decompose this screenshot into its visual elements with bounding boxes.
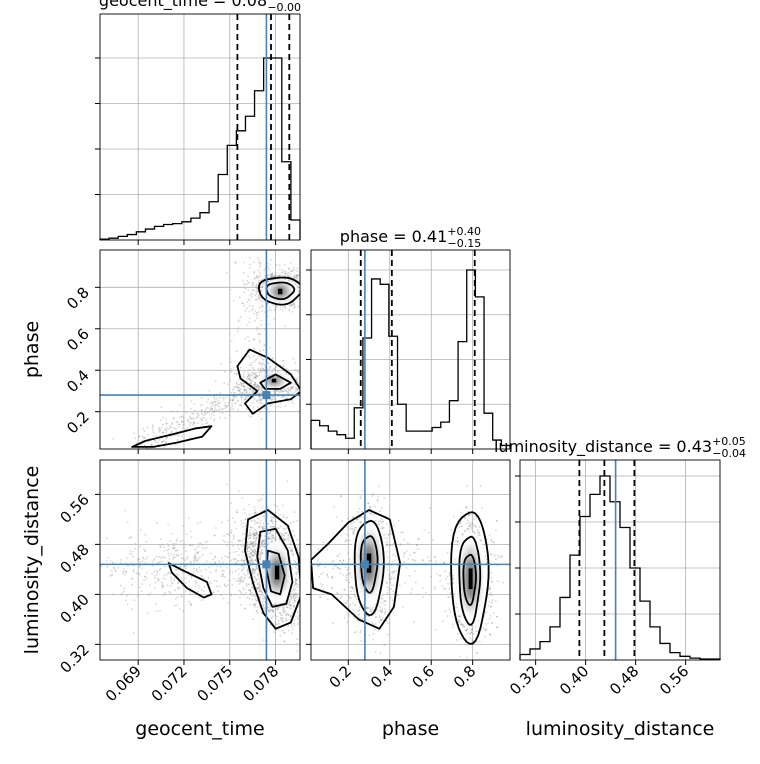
panel-geocent_time-vs-luminosity_distance-content (64, 460, 329, 685)
xlabel-geocent_time: geocent_time (135, 718, 264, 740)
xtick-label-phase-1: 0.4 (367, 662, 397, 692)
ytick-label-luminosity_distance-1: 0.40 (56, 590, 92, 626)
ytick-label-phase-3: 0.8 (63, 283, 93, 313)
panel-geocent_time-vs-luminosity_distance-truth-marker (262, 560, 270, 568)
xlabel-luminosity_distance: luminosity_distance (526, 718, 715, 740)
ytick-label-luminosity_distance-0: 0.32 (56, 640, 92, 676)
panel-phase-vs-luminosity_distance-content (311, 445, 510, 660)
xtick-label-geocent_time-2: 0.075 (193, 662, 236, 705)
panel-geocent_time-vs-luminosity_distance-density-peak-0 (275, 566, 279, 580)
panel-geocent_time-vs-phase-density-peak-0 (278, 289, 282, 294)
title-phase: phase = 0.41+0.40−0.15 (340, 225, 481, 250)
xtick-label-luminosity_distance-1: 0.40 (556, 662, 592, 698)
ytick-label-phase-1: 0.4 (63, 366, 93, 396)
title-geocent_time: geocent_time = 0.08+0.00−0.00 (99, 0, 301, 14)
xtick-label-geocent_time-3: 0.078 (239, 662, 282, 705)
ylabel-luminosity_distance: luminosity_distance (21, 466, 43, 655)
panel-geocent_time-vs-phase-density-peak-1 (272, 379, 276, 383)
xtick-label-luminosity_distance-2: 0.48 (606, 662, 642, 698)
xtick-label-phase-2: 0.6 (408, 662, 438, 692)
ytick-label-luminosity_distance-3: 0.56 (56, 490, 92, 526)
xtick-label-geocent_time-0: 0.069 (102, 662, 145, 705)
xtick-label-luminosity_distance-0: 0.32 (506, 662, 542, 698)
ytick-label-phase-2: 0.6 (63, 325, 93, 355)
panel-geocent_time-vs-phase-content (100, 250, 334, 462)
panel-geocent_time-vs-phase-truth-marker (262, 391, 270, 399)
ytick-label-luminosity_distance-2: 0.48 (56, 540, 92, 576)
ytick-label-phase-0: 0.2 (63, 408, 93, 438)
xtick-label-luminosity_distance-3: 0.56 (656, 662, 692, 698)
xlabel-phase: phase (382, 718, 439, 740)
panel-phase-vs-luminosity_distance-density-peak-1 (469, 568, 473, 589)
panel-frame-geocent_time-geocent_time (100, 14, 300, 240)
xtick-label-phase-0: 0.2 (326, 662, 356, 692)
xtick-label-phase-3: 0.8 (450, 662, 480, 692)
ylabel-phase: phase (21, 321, 43, 378)
xtick-label-geocent_time-1: 0.072 (148, 662, 191, 705)
panel-frame-phase-phase (311, 250, 510, 449)
title-luminosity_distance: luminosity_distance = 0.43+0.05−0.04 (494, 435, 746, 460)
panel-phase-vs-luminosity_distance-truth-marker (361, 560, 369, 568)
